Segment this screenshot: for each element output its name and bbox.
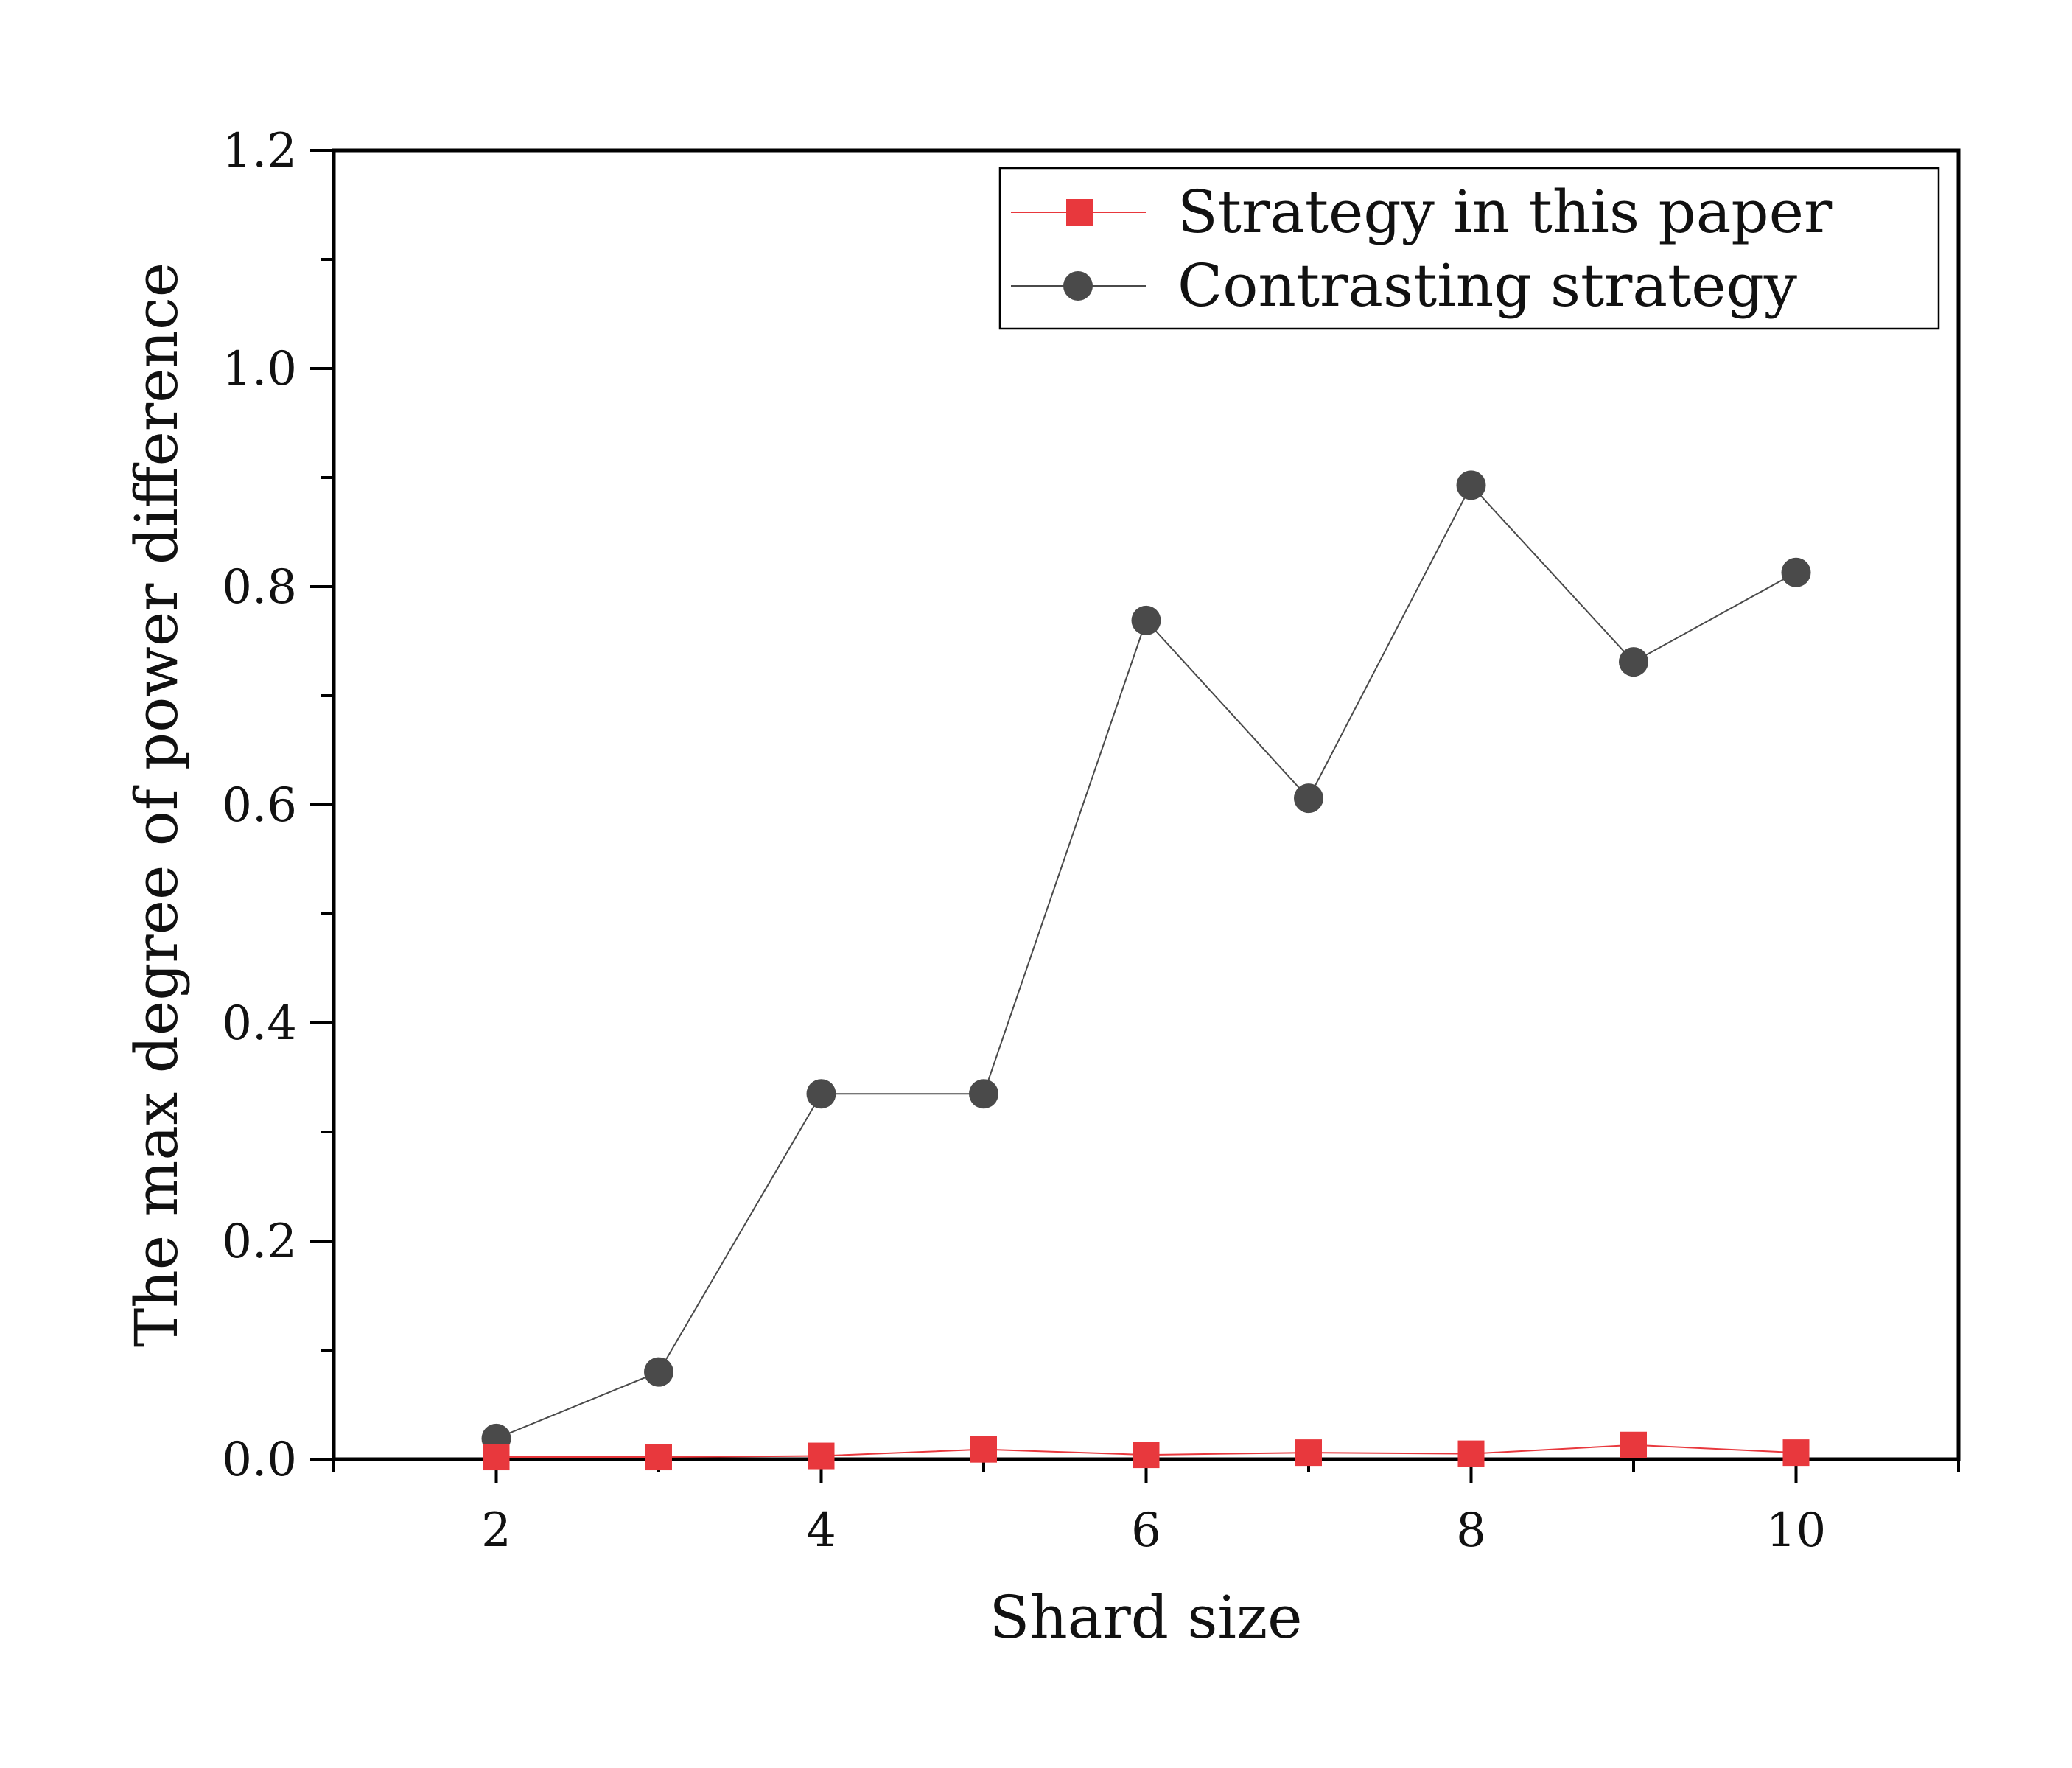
y-tick-label: 0.0 xyxy=(222,1433,297,1487)
y-tick-label: 0.4 xyxy=(222,996,297,1051)
data-point-circle xyxy=(806,1079,836,1109)
x-tick-label: 2 xyxy=(481,1503,511,1558)
y-tick-label: 1.0 xyxy=(222,342,297,396)
legend-marker-strategy xyxy=(1066,199,1093,226)
y-axis-ticks: 0.0 0.2 0.4 0.6 0.8 1.0 1.2 xyxy=(222,124,334,1487)
legend-label-strategy: Strategy in this paper xyxy=(1177,178,1833,246)
x-tick-label: 6 xyxy=(1131,1503,1161,1558)
x-axis-ticks: 2 4 6 8 10 xyxy=(332,1459,1960,1558)
data-point-square xyxy=(1295,1439,1322,1467)
data-point-square xyxy=(645,1444,672,1471)
data-point-square xyxy=(1133,1442,1160,1469)
x-tick-label: 10 xyxy=(1766,1503,1826,1558)
x-tick-label: 8 xyxy=(1456,1503,1486,1558)
x-axis-title: Shard size xyxy=(989,1583,1302,1652)
legend: Strategy in this paper Contrasting strat… xyxy=(998,167,1940,330)
data-point-circle xyxy=(1294,783,1323,814)
legend-label-contrasting: Contrasting strategy xyxy=(1177,251,1797,320)
data-point-circle xyxy=(969,1079,998,1109)
data-point-circle xyxy=(1619,647,1648,677)
plot-frame xyxy=(332,148,1961,1461)
data-point-circle xyxy=(1781,557,1811,587)
legend-box xyxy=(998,167,1940,330)
data-point-square xyxy=(808,1442,835,1470)
x-tick-label: 4 xyxy=(806,1503,836,1558)
y-tick-label: 0.8 xyxy=(222,560,297,615)
series-layer xyxy=(481,470,1811,1471)
legend-marker-contrasting xyxy=(1063,271,1093,301)
y-axis-title: The max degree of power difference xyxy=(122,262,191,1347)
data-point-circle xyxy=(1131,605,1161,635)
data-point-square xyxy=(1782,1439,1810,1467)
y-tick-label: 1.2 xyxy=(222,124,297,178)
data-point-circle xyxy=(644,1357,673,1387)
y-tick-label: 0.2 xyxy=(222,1215,297,1269)
data-point-square xyxy=(1620,1431,1647,1458)
data-point-square xyxy=(1457,1440,1485,1467)
data-point-square xyxy=(483,1444,510,1471)
data-point-circle xyxy=(1456,470,1486,500)
y-tick-label: 0.6 xyxy=(222,778,297,833)
data-point-square xyxy=(970,1436,997,1463)
